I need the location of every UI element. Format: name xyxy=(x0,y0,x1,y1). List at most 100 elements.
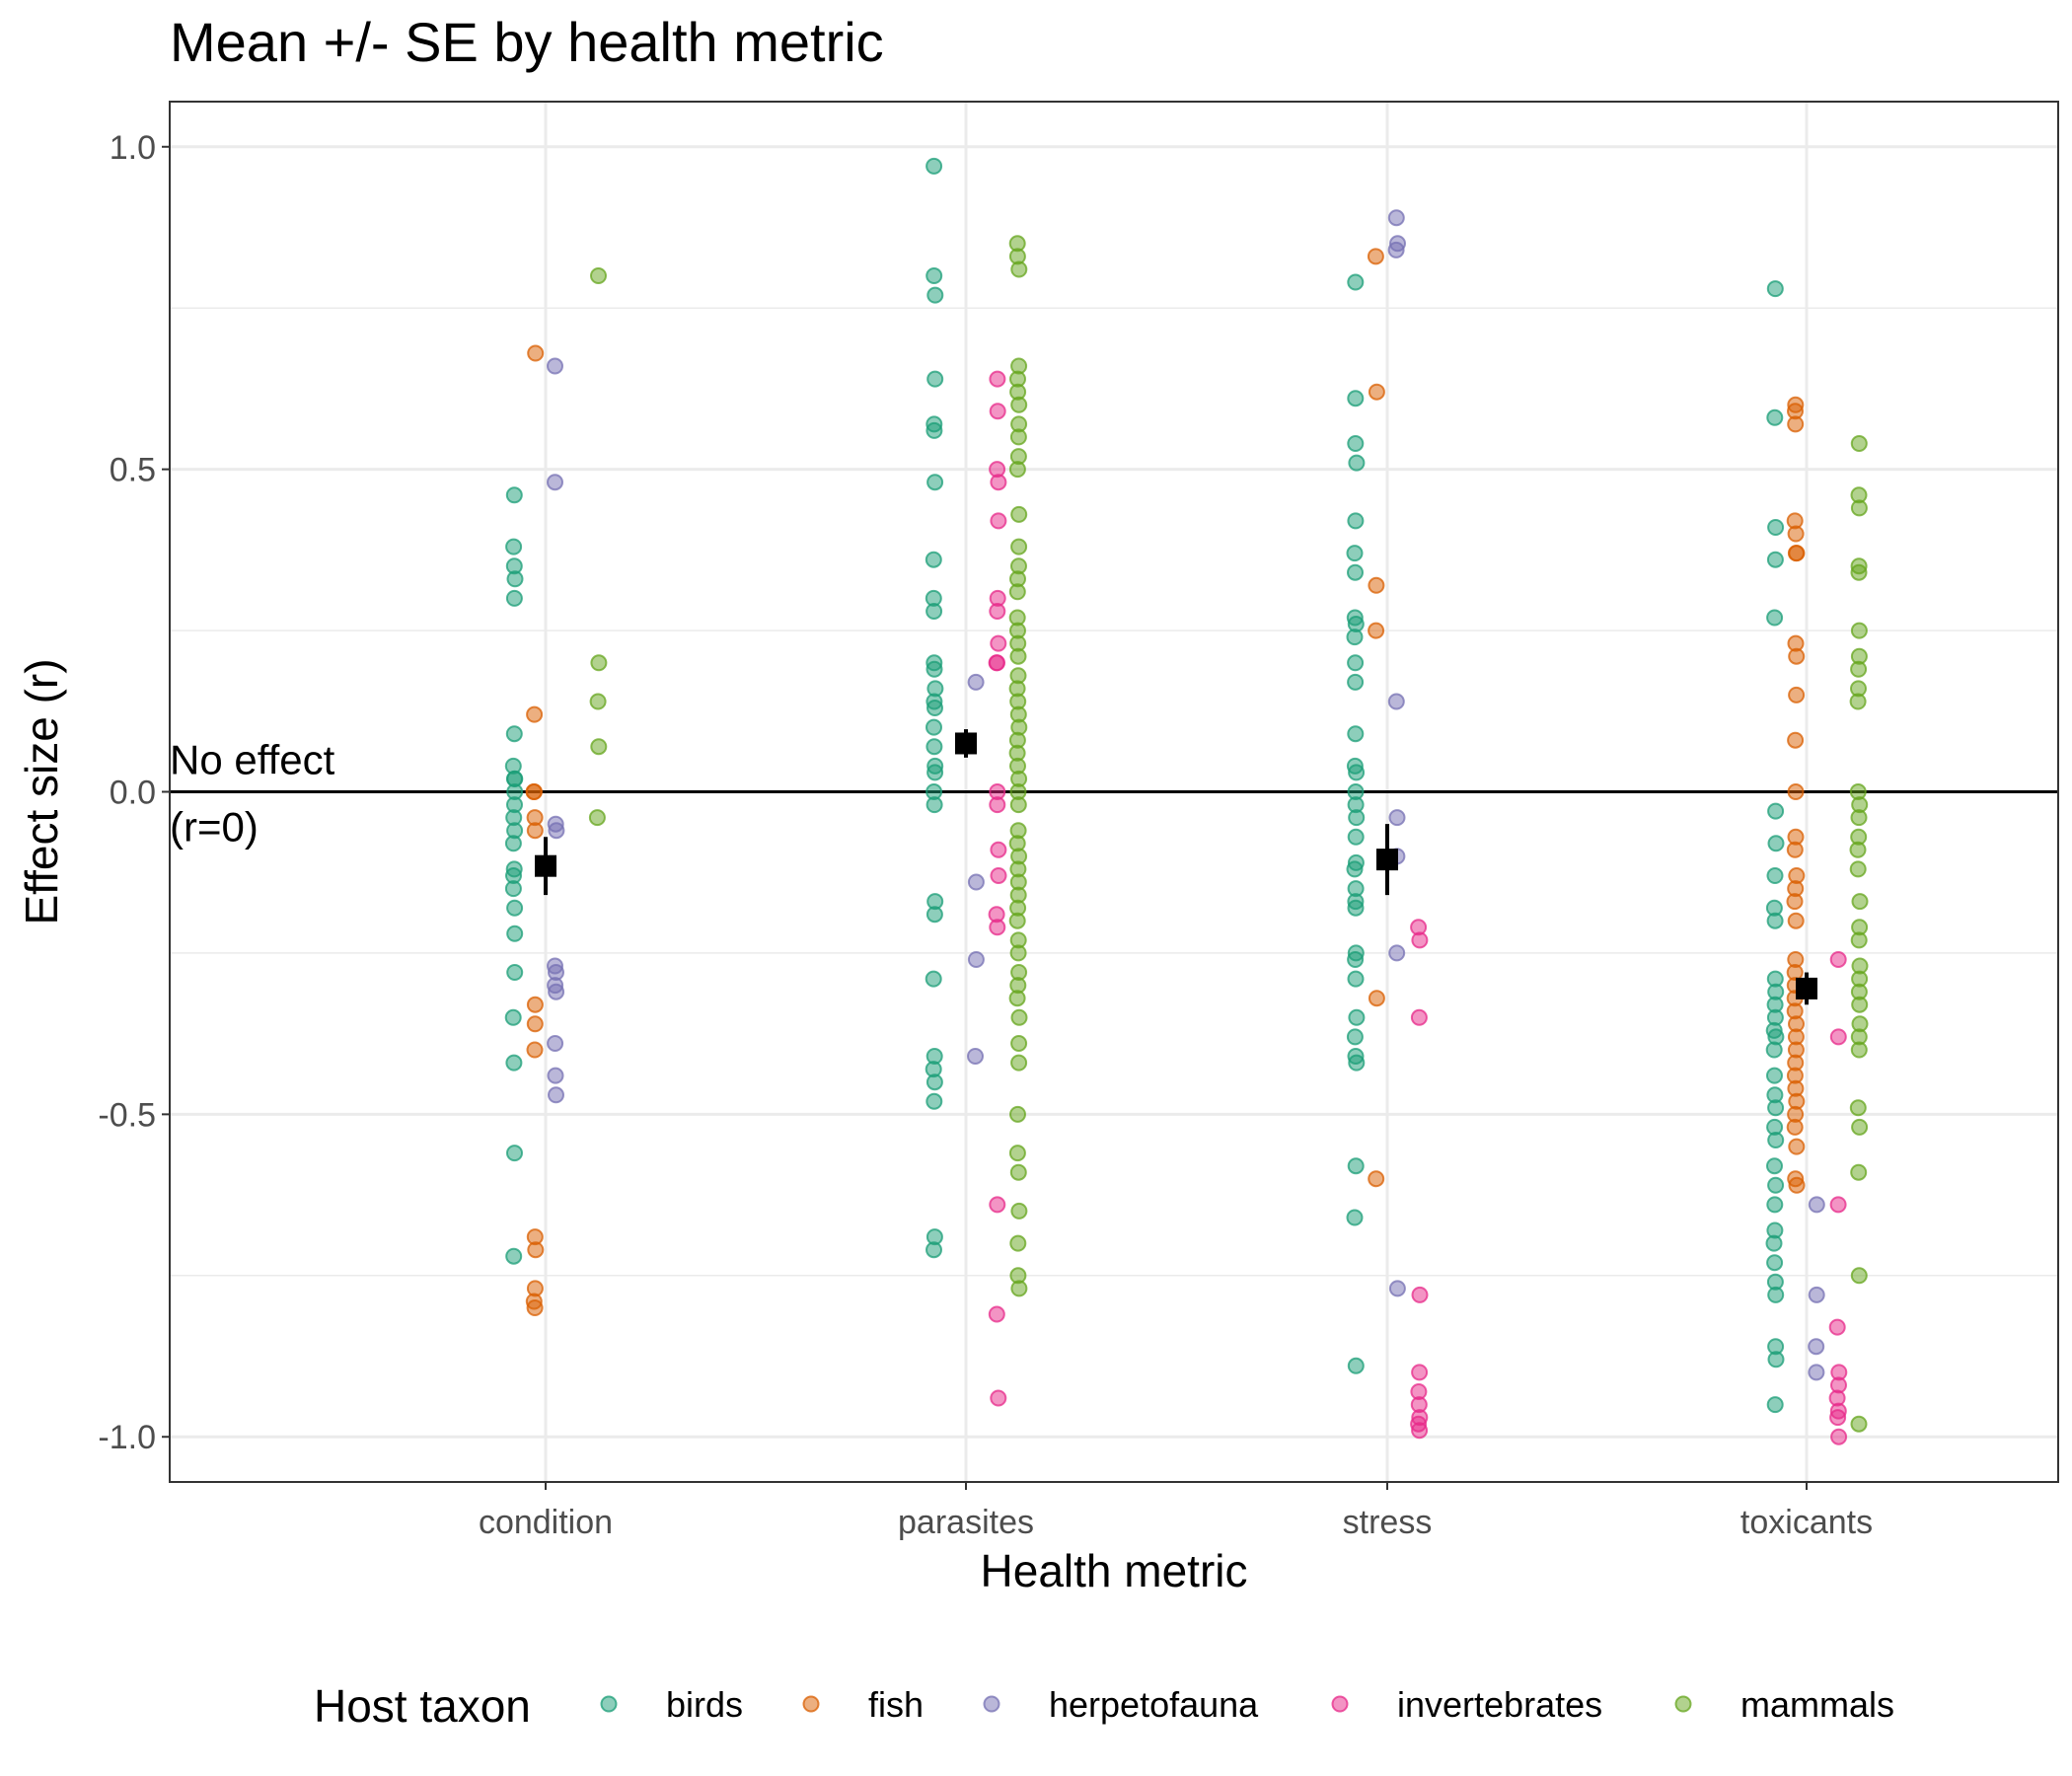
data-point-birds xyxy=(1347,563,1364,581)
data-point-birds xyxy=(1766,912,1784,929)
data-point-birds xyxy=(506,925,524,942)
data-point-birds xyxy=(1766,408,1784,426)
data-point-herpetofauna xyxy=(1388,944,1406,962)
data-point-invertebrates xyxy=(989,603,1006,620)
data-point-herpetofauna xyxy=(1808,1338,1825,1356)
data-point-birds xyxy=(1347,899,1365,917)
data-point-fish xyxy=(1787,783,1805,800)
mean-marker-stress xyxy=(1376,849,1398,871)
data-point-birds xyxy=(925,906,943,924)
data-point-invertebrates xyxy=(989,919,1006,936)
data-point-birds xyxy=(925,970,942,988)
data-point-birds xyxy=(1346,545,1364,562)
data-point-mammals xyxy=(1010,1008,1028,1026)
data-point-birds xyxy=(1767,1176,1785,1194)
data-point-birds xyxy=(926,764,944,781)
data-point-herpetofauna xyxy=(548,822,565,840)
data-point-birds xyxy=(505,725,523,743)
data-point-fish xyxy=(1368,622,1385,639)
data-point-mammals xyxy=(590,267,607,284)
data-point-herpetofauna xyxy=(1388,1280,1406,1297)
data-point-invertebrates xyxy=(1411,1422,1429,1440)
data-point-fish xyxy=(1788,647,1806,665)
data-point-fish xyxy=(526,783,543,800)
data-point-birds xyxy=(1766,1067,1783,1084)
data-point-invertebrates xyxy=(1411,1364,1429,1381)
y-tick-label: -0.5 xyxy=(98,1096,156,1134)
data-point-herpetofauna xyxy=(547,1067,564,1084)
data-point-birds xyxy=(504,835,522,852)
data-point-herpetofauna xyxy=(967,673,985,691)
data-point-invertebrates xyxy=(1829,1028,1847,1046)
data-point-mammals xyxy=(1850,499,1868,517)
data-point-herpetofauna xyxy=(1808,1196,1825,1214)
data-point-birds xyxy=(1766,1157,1783,1175)
data-point-invertebrates xyxy=(1410,1008,1428,1026)
data-point-fish xyxy=(1788,1176,1806,1194)
axes: -1.0 -0.5 0.0 0.5 1.0 condition parasites stres… xyxy=(98,129,1873,1541)
x-axis-title: Health metric xyxy=(981,1545,1248,1596)
legend-title: Host taxon xyxy=(314,1680,531,1732)
data-point-birds xyxy=(1765,1041,1783,1059)
data-point-birds xyxy=(506,570,524,588)
x-tick-label: toxicants xyxy=(1740,1504,1873,1541)
data-point-invertebrates xyxy=(1411,931,1429,949)
data-point-birds xyxy=(1347,1157,1365,1175)
legend-key-birds xyxy=(600,1695,618,1713)
data-point-birds xyxy=(1348,764,1366,781)
data-point-invertebrates xyxy=(1411,1286,1429,1303)
legend-label-invertebrates: invertebrates xyxy=(1397,1684,1602,1725)
y-axis-title: Effect size (r) xyxy=(16,658,67,925)
data-point-fish xyxy=(1788,686,1806,703)
data-point-herpetofauna xyxy=(1388,809,1406,827)
data-point-herpetofauna xyxy=(547,357,563,375)
data-point-birds xyxy=(925,603,943,620)
data-point-invertebrates xyxy=(990,474,1007,491)
data-point-birds xyxy=(925,421,943,439)
data-point-mammals xyxy=(1849,841,1867,858)
data-point-mammals xyxy=(1010,1280,1028,1297)
data-point-birds xyxy=(504,1008,522,1026)
data-point-birds xyxy=(925,1073,943,1091)
data-point-fish xyxy=(1787,912,1805,929)
x-tick-label: condition xyxy=(479,1504,613,1541)
data-point-invertebrates xyxy=(1829,1196,1847,1214)
y-tick-label: 0.0 xyxy=(110,775,156,812)
data-point-mammals xyxy=(1010,1035,1028,1052)
data-point-invertebrates xyxy=(1828,1318,1846,1336)
data-point-mammals xyxy=(1009,1105,1026,1123)
data-point-herpetofauna xyxy=(967,1048,984,1065)
data-point-birds xyxy=(1766,551,1784,568)
data-point-birds xyxy=(1767,1099,1785,1117)
data-point-fish xyxy=(1787,545,1805,562)
data-point-mammals xyxy=(589,693,607,710)
data-point-mammals xyxy=(1010,505,1028,523)
data-point-birds xyxy=(1346,1209,1364,1226)
data-point-herpetofauna xyxy=(967,951,985,968)
summary-markers xyxy=(535,729,1817,1005)
data-point-mammals xyxy=(1851,996,1869,1013)
data-point-birds xyxy=(505,538,523,555)
data-point-birds xyxy=(1767,802,1785,820)
chart-title: Mean +/- SE by health metric xyxy=(170,11,884,73)
data-point-mammals xyxy=(1851,1118,1869,1136)
data-point-invertebrates xyxy=(990,1389,1007,1407)
data-point-mammals xyxy=(1849,860,1867,878)
data-point-birds xyxy=(1767,1132,1785,1148)
data-point-invertebrates xyxy=(1829,951,1847,968)
data-point-herpetofauna xyxy=(1387,241,1405,259)
data-point-birds xyxy=(1766,280,1784,298)
data-point-birds xyxy=(1347,673,1365,691)
data-point-invertebrates xyxy=(988,1305,1005,1323)
data-point-invertebrates xyxy=(989,403,1006,420)
data-point-mammals xyxy=(1008,583,1026,601)
data-point-birds xyxy=(925,267,943,284)
data-point-birds xyxy=(925,796,943,814)
data-point-birds xyxy=(506,899,524,917)
reference-line-layer: No effect (r=0) xyxy=(170,737,2058,851)
mean-marker-toxicants xyxy=(1796,977,1817,999)
data-point-mammals xyxy=(1850,622,1868,639)
data-point-mammals xyxy=(1850,931,1868,949)
data-point-fish xyxy=(1368,990,1385,1007)
